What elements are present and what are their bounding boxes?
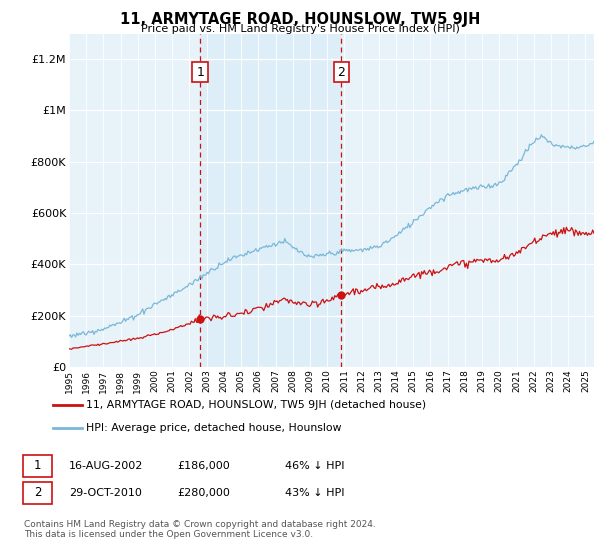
Bar bbox=[200, 34, 341, 367]
Text: HPI: Average price, detached house, Hounslow: HPI: Average price, detached house, Houn… bbox=[86, 423, 342, 433]
Text: 46% ↓ HPI: 46% ↓ HPI bbox=[285, 461, 344, 471]
Text: 16-AUG-2002: 16-AUG-2002 bbox=[69, 461, 143, 471]
Text: Price paid vs. HM Land Registry's House Price Index (HPI): Price paid vs. HM Land Registry's House … bbox=[140, 24, 460, 34]
Text: 11, ARMYTAGE ROAD, HOUNSLOW, TW5 9JH (detached house): 11, ARMYTAGE ROAD, HOUNSLOW, TW5 9JH (de… bbox=[86, 400, 427, 410]
Text: 11, ARMYTAGE ROAD, HOUNSLOW, TW5 9JH: 11, ARMYTAGE ROAD, HOUNSLOW, TW5 9JH bbox=[120, 12, 480, 27]
Text: £186,000: £186,000 bbox=[177, 461, 230, 471]
Text: 43% ↓ HPI: 43% ↓ HPI bbox=[285, 488, 344, 498]
Text: £280,000: £280,000 bbox=[177, 488, 230, 498]
Text: 1: 1 bbox=[196, 66, 204, 78]
Text: 2: 2 bbox=[338, 66, 346, 78]
Text: 2: 2 bbox=[34, 486, 41, 500]
Text: 29-OCT-2010: 29-OCT-2010 bbox=[69, 488, 142, 498]
Text: 1: 1 bbox=[34, 459, 41, 473]
Text: Contains HM Land Registry data © Crown copyright and database right 2024.
This d: Contains HM Land Registry data © Crown c… bbox=[24, 520, 376, 539]
